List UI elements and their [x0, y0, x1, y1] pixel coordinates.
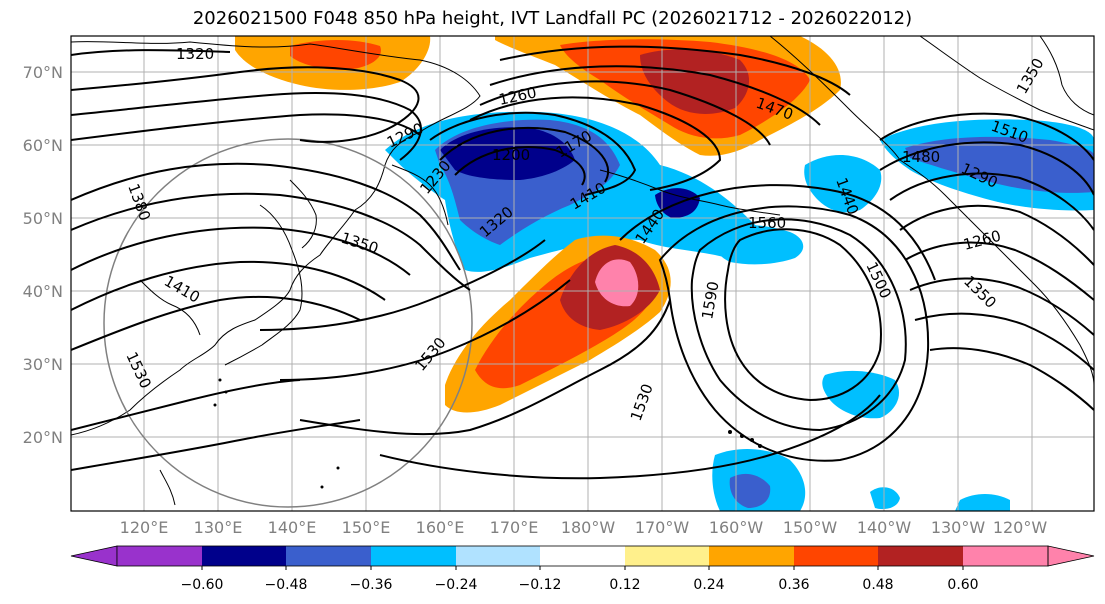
- contour-label: 1560: [748, 214, 786, 232]
- lon-label: 170°E: [490, 518, 539, 537]
- lon-label: 130°E: [194, 518, 243, 537]
- lat-label: 60°N: [23, 136, 63, 155]
- chart-title: 2026021500 F048 850 hPa height, IVT Land…: [192, 8, 913, 29]
- latitude-labels: 70°N 60°N 50°N 40°N 30°N 20°N: [23, 63, 63, 447]
- height-contours: [71, 45, 1094, 480]
- contour-label: 1480: [902, 148, 940, 166]
- colorbar-bin: [202, 546, 286, 566]
- lon-label: 160°W: [709, 518, 764, 537]
- lon-label: 120°E: [120, 518, 169, 537]
- colorbar-bin: [794, 546, 878, 566]
- colorbar-bin: [878, 546, 963, 566]
- colorbar-outline: [116, 545, 1049, 567]
- colorbar-bin: [625, 546, 709, 566]
- lat-label: 20°N: [23, 428, 63, 447]
- colorbar-bin: [540, 546, 625, 566]
- colorbar-tick-label: −0.24: [435, 577, 478, 593]
- contour-label: 1200: [492, 146, 530, 164]
- colorbar-tick-label: 0.60: [947, 577, 978, 593]
- lat-label: 50°N: [23, 209, 63, 228]
- lon-label: 160°E: [416, 518, 465, 537]
- lat-label: 30°N: [23, 355, 63, 374]
- colorbar-bin: [286, 546, 371, 566]
- lat-label: 70°N: [23, 63, 63, 82]
- positive-anomaly-shading: [235, 36, 841, 413]
- lon-label: 170°W: [635, 518, 690, 537]
- colorbar-bin: [117, 546, 202, 566]
- lon-label: 150°W: [783, 518, 838, 537]
- colorbar-max-extend: [1047, 545, 1095, 567]
- colorbar-bin: [963, 546, 1048, 566]
- lon-label: 130°W: [931, 518, 986, 537]
- lon-label: 150°E: [342, 518, 391, 537]
- lon-label: 120°W: [993, 518, 1048, 537]
- longitude-labels: 120°E 130°E 140°E 150°E 160°E 170°E 180°…: [120, 518, 1048, 537]
- colorbar: −0.60 −0.48 −0.36 −0.24 −0.12 0.12 0.24 …: [70, 545, 1095, 593]
- colorbar-tick-label: −0.48: [265, 577, 308, 593]
- colorbar-tick-label: 0.24: [693, 577, 724, 593]
- map-border: [70, 35, 1095, 512]
- lat-label: 40°N: [23, 282, 63, 301]
- lon-label: 140°E: [268, 518, 317, 537]
- colorbar-tick-label: −0.12: [519, 577, 562, 593]
- colorbar-bin: [709, 546, 794, 566]
- contour-label: 1320: [176, 45, 214, 63]
- colorbar-bin: [456, 546, 540, 566]
- colorbar-min-extend: [70, 545, 118, 567]
- colorbar-tick-label: 0.36: [778, 577, 809, 593]
- lon-label: 180°W: [561, 518, 616, 537]
- colorbar-tick-label: −0.60: [181, 577, 224, 593]
- lon-label: 140°W: [857, 518, 912, 537]
- coastlines: [71, 36, 1094, 506]
- negative-anomaly-shading: [385, 111, 1094, 511]
- colorbar-tick-label: 0.12: [609, 577, 640, 593]
- colorbar-tick-label: 0.48: [862, 577, 893, 593]
- colorbar-tick-label: −0.36: [350, 577, 393, 593]
- colorbar-bin: [371, 546, 456, 566]
- range-circle: [103, 138, 473, 508]
